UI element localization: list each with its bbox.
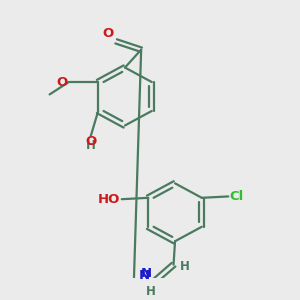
- Text: O: O: [86, 135, 97, 148]
- Text: N: N: [140, 267, 152, 280]
- Text: HO: HO: [98, 193, 120, 206]
- Text: N: N: [139, 269, 150, 282]
- Text: O: O: [103, 27, 114, 40]
- Text: Cl: Cl: [230, 190, 244, 203]
- Text: H: H: [86, 139, 96, 152]
- Text: H: H: [179, 260, 189, 272]
- Text: H: H: [146, 285, 155, 298]
- Text: O: O: [56, 76, 67, 88]
